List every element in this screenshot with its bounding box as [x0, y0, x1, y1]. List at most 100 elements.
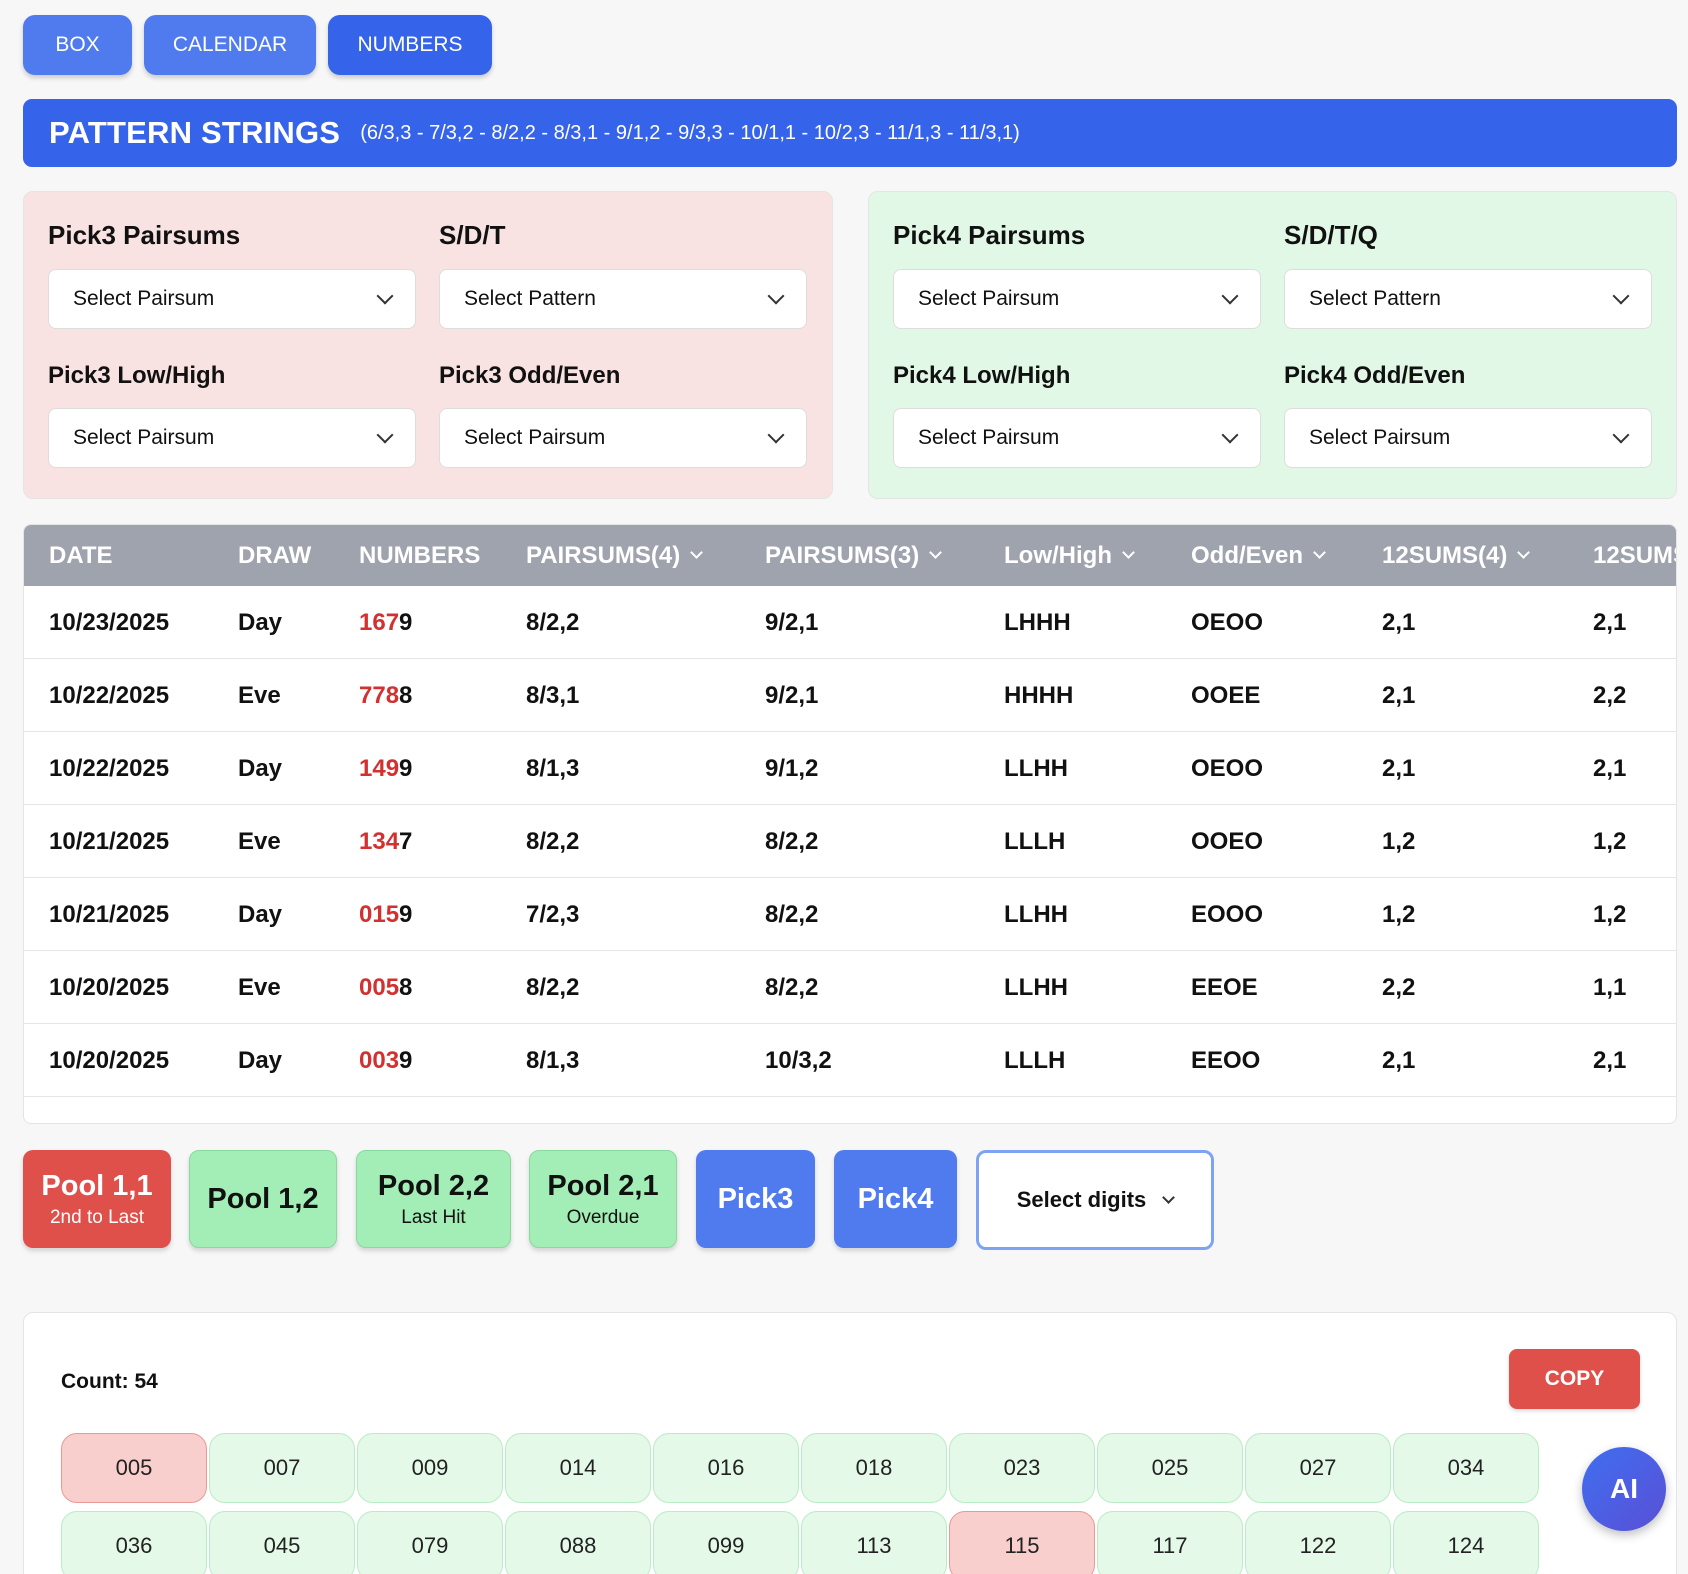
combination-results-panel: Count: 54 COPY 005 007 009 014 016 018 023 025 0…: [23, 1312, 1677, 1574]
pool-1-1-button[interactable]: Pool 1,1 2nd to Last: [23, 1150, 171, 1248]
table-row[interactable]: 10/23/2025 Day 167 9 8/2,2 9/2,1 LHHH OEOO 2,1 2,…: [24, 586, 1676, 659]
pick3-sdt-select[interactable]: Select Pattern: [439, 269, 807, 329]
number-chip[interactable]: 088: [505, 1511, 651, 1574]
number-chip[interactable]: 079: [357, 1511, 503, 1574]
cell-draw: Day: [238, 1046, 283, 1074]
header-label: PAIRSUMS(3): [765, 541, 920, 569]
fourth-digit: 9: [399, 754, 413, 782]
cell-lowhigh: LLHH: [1004, 973, 1068, 1001]
pick3-pairsums-field: Pick3 Pairsums Select Pairsum: [48, 220, 416, 329]
table-row[interactable]: 10/22/2025 Day 149 9 8/1,3 9/1,2 LLHH OEOO 2,1 2,…: [24, 732, 1676, 805]
chevron-down-icon: [1122, 546, 1135, 559]
pool-2-2-button[interactable]: Pool 2,2 Last Hit: [356, 1150, 511, 1248]
number-chip[interactable]: 007: [209, 1433, 355, 1503]
fourth-digit: 7: [399, 827, 413, 855]
cell-pairsums4: 8/1,3: [526, 1046, 580, 1074]
cell-lowhigh: LHHH: [1004, 608, 1071, 636]
cell-pairsums3: 8/2,2: [765, 827, 819, 855]
pick4-pairsums-select[interactable]: Select Pairsum: [893, 269, 1261, 329]
cell-12sums3: 2,1: [1593, 608, 1627, 636]
pick4-oddeven-label: Pick4 Odd/Even: [1284, 362, 1466, 389]
pick4-lowhigh-select[interactable]: Select Pairsum: [893, 408, 1261, 468]
select-value: Select Pairsum: [918, 287, 1060, 310]
chevron-down-icon: [1612, 426, 1630, 444]
table-row[interactable]: 10/20/2025 Eve 005 8 8/2,2 8/2,2 LLHH EEOE 2,2 1,…: [24, 951, 1676, 1024]
chevron-down-icon: [767, 426, 785, 444]
pick3-digits: 003: [359, 1046, 400, 1074]
header-label: 12SUMS(4): [1382, 541, 1508, 569]
number-chip[interactable]: 045: [209, 1511, 355, 1574]
table-row[interactable]: 10/21/2025 Day 015 9 7/2,3 8/2,2 LLHH EOOO 1,2 1,…: [24, 878, 1676, 951]
pick3-button[interactable]: Pick3: [696, 1150, 815, 1248]
pick4-lowhigh-label: Pick4 Low/High: [893, 362, 1071, 389]
pick3-pairsums-select[interactable]: Select Pairsum: [48, 269, 416, 329]
number-chip[interactable]: 113: [801, 1511, 947, 1574]
pick3-sdt-field: S/D/T Select Pattern: [439, 220, 807, 329]
chevron-down-icon: [767, 287, 785, 305]
col-pairsums3[interactable]: PAIRSUMS(3): [765, 525, 943, 586]
pick4-oddeven-select[interactable]: Select Pairsum: [1284, 408, 1652, 468]
number-chip[interactable]: 018: [801, 1433, 947, 1503]
fourth-digit: 8: [399, 973, 413, 1001]
col-draw[interactable]: DRAW: [238, 525, 311, 586]
box-tab[interactable]: BOX: [23, 15, 132, 75]
select-digits-dropdown[interactable]: Select digits: [976, 1150, 1214, 1250]
pool-2-1-button[interactable]: Pool 2,1 Overdue: [529, 1150, 677, 1248]
col-numbers[interactable]: NUMBERS: [359, 525, 480, 586]
cell-lowhigh: LLLH: [1004, 827, 1066, 855]
pick3-oddeven-select[interactable]: Select Pairsum: [439, 408, 807, 468]
cell-12sums4: 1,2: [1382, 900, 1416, 928]
select-value: Select Pairsum: [73, 426, 215, 449]
col-date[interactable]: DATE: [49, 525, 113, 586]
col-oddeven[interactable]: Odd/Even: [1191, 525, 1326, 586]
banner-patterns: (6/3,3 - 7/3,2 - 8/2,2 - 8/3,1 - 9/1,2 -…: [360, 121, 1020, 144]
cell-draw: Day: [238, 608, 283, 636]
pool-1-2-button[interactable]: Pool 1,2: [189, 1150, 337, 1248]
table-row[interactable]: 10/20/2025 Day 003 9 8/1,3 10/3,2 LLLH EEOO 2,1 2…: [24, 1024, 1676, 1097]
number-chip[interactable]: 124: [1393, 1511, 1539, 1574]
chevron-down-icon: [376, 287, 394, 305]
number-chip[interactable]: 036: [61, 1511, 207, 1574]
cell-pairsums4: 8/2,2: [526, 973, 580, 1001]
pool-main-label: Pool 1,1: [41, 1169, 153, 1202]
cell-12sums4: 2,1: [1382, 608, 1416, 636]
number-chip[interactable]: 005: [61, 1433, 207, 1503]
ai-assistant-button[interactable]: AI: [1582, 1447, 1666, 1531]
number-chip[interactable]: 016: [653, 1433, 799, 1503]
chevron-down-icon: [1221, 426, 1239, 444]
col-lowhigh[interactable]: Low/High: [1004, 525, 1135, 586]
pool-sub-label: Last Hit: [401, 1206, 466, 1228]
draw-results-table[interactable]: DATE DRAW NUMBERS PAIRSUMS(4) PAIRSUMS(3…: [23, 524, 1677, 1124]
number-chip[interactable]: 034: [1393, 1433, 1539, 1503]
header-label: NUMBERS: [359, 541, 481, 569]
number-chip[interactable]: 014: [505, 1433, 651, 1503]
col-12sums3[interactable]: 12SUMS(3): [1593, 525, 1676, 586]
number-chip[interactable]: 115: [949, 1511, 1095, 1574]
cell-12sums4: 1,2: [1382, 827, 1416, 855]
number-chip[interactable]: 099: [653, 1511, 799, 1574]
pool-main-label: Pool 1,2: [207, 1182, 319, 1215]
pick3-lowhigh-select[interactable]: Select Pairsum: [48, 408, 416, 468]
cell-12sums4: 2,1: [1382, 754, 1416, 782]
number-chip[interactable]: 117: [1097, 1511, 1243, 1574]
select-value: Select Pattern: [464, 287, 596, 310]
numbers-tab[interactable]: NUMBERS: [328, 15, 492, 75]
calendar-tab[interactable]: CALENDAR: [144, 15, 316, 75]
pick4-button[interactable]: Pick4: [834, 1150, 957, 1248]
pick4-sdtq-select[interactable]: Select Pattern: [1284, 269, 1652, 329]
col-pairsums4[interactable]: PAIRSUMS(4): [526, 525, 704, 586]
number-chip[interactable]: 009: [357, 1433, 503, 1503]
cell-lowhigh: LLHH: [1004, 900, 1068, 928]
copy-button[interactable]: COPY: [1509, 1349, 1640, 1409]
col-12sums4[interactable]: 12SUMS(4): [1382, 525, 1531, 586]
table-row[interactable]: 10/21/2025 Eve 134 7 8/2,2 8/2,2 LLLH OOEO 1,2 1,…: [24, 805, 1676, 878]
cell-pairsums3: 8/2,2: [765, 973, 819, 1001]
number-chip[interactable]: 122: [1245, 1511, 1391, 1574]
pick3-label: Pick3: [717, 1182, 794, 1215]
number-chip[interactable]: 023: [949, 1433, 1095, 1503]
table-row[interactable]: 10/22/2025 Eve 778 8 8/3,1 9/2,1 HHHH OOEE 2,1 2,…: [24, 659, 1676, 732]
number-chip[interactable]: 027: [1245, 1433, 1391, 1503]
number-chip[interactable]: 025: [1097, 1433, 1243, 1503]
header-label: PAIRSUMS(4): [526, 541, 681, 569]
cell-draw: Eve: [238, 973, 281, 1001]
